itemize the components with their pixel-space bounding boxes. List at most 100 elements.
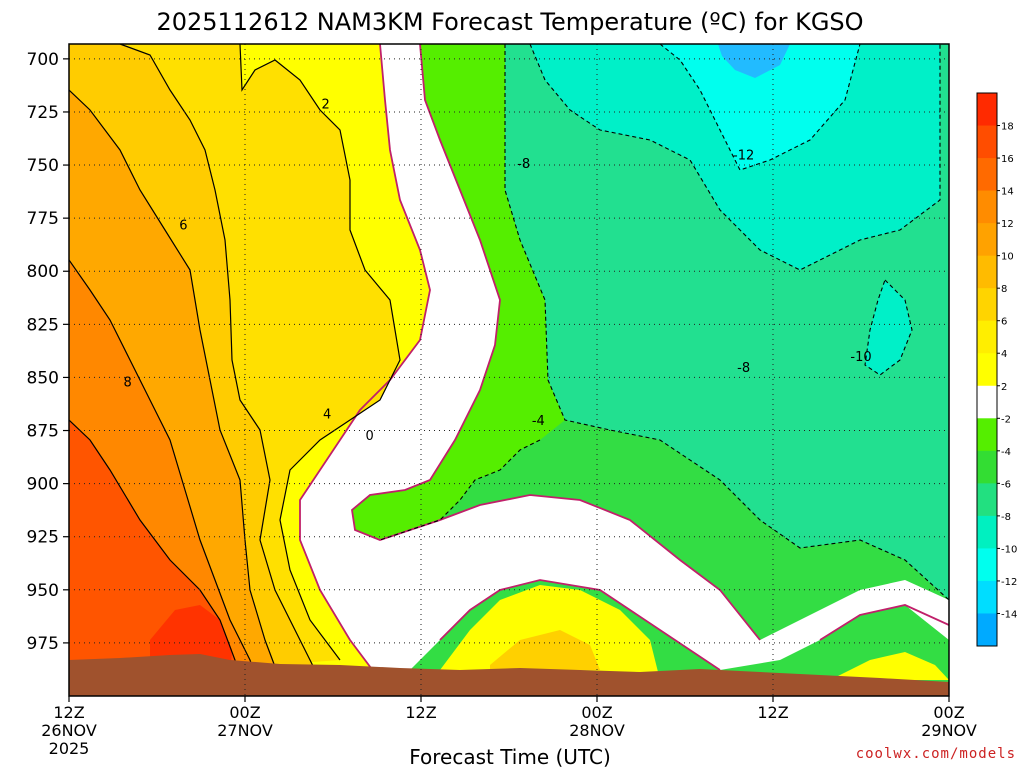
- y-tick-label: 725: [27, 103, 59, 123]
- x-tick-label: 00Z: [933, 703, 964, 722]
- contour-12: [69, 419, 241, 691]
- colorbar-label: 6: [1001, 317, 1007, 328]
- colorbar-label: 10: [1001, 252, 1014, 263]
- y-tick-label: 875: [27, 422, 59, 442]
- x-tick-date: 29NOV: [921, 721, 977, 740]
- contour-label: -8: [517, 157, 530, 172]
- colorbar-swatch: [977, 93, 997, 127]
- freezing-line-3: [439, 579, 721, 671]
- contour-labels: 2 6 8 4 0 -8 -4 -12 -8 -10: [124, 97, 872, 443]
- y-axis: 700 725 750 775 800 825 850 875 900 925 950 975: [27, 50, 69, 654]
- zone-warm-0-lobe2: [830, 652, 949, 680]
- colorbar-label: 14: [1001, 187, 1014, 198]
- x-tick-year: 2025: [49, 739, 90, 758]
- x-tick-label: 00Z: [581, 703, 612, 722]
- colorbar-label: -14: [1001, 609, 1017, 620]
- freezing-line: [299, 44, 431, 681]
- zone-neutral: [300, 44, 949, 680]
- contour-label: 6: [179, 219, 187, 234]
- zone-warm-2-lobe: [490, 630, 600, 670]
- contour-label: -8: [737, 361, 750, 376]
- contour-label: -10: [850, 350, 871, 365]
- x-tick-date: 26NOV: [41, 721, 97, 740]
- colorbar-swatch: [977, 613, 997, 647]
- colorbar-swatch: [977, 190, 997, 224]
- colorbar-swatch: [977, 158, 997, 192]
- credit-text: coolwx.com/models: [856, 746, 1016, 762]
- colorbar-swatch: [977, 255, 997, 289]
- colorbar-swatch: [977, 548, 997, 582]
- colorbar-swatch: [977, 418, 997, 452]
- y-tick-label: 775: [27, 209, 59, 229]
- x-tick-label: 12Z: [53, 703, 84, 722]
- contour-neg10-lobe: [864, 278, 913, 376]
- colorbar-frame: [976, 92, 998, 647]
- y-tick-label: 900: [27, 475, 59, 495]
- zone-cold-10-lobe: [865, 280, 912, 375]
- freezing-line-4: [819, 604, 949, 641]
- colorbar-label: 4: [1001, 349, 1007, 360]
- colorbar-label: -2: [1001, 414, 1011, 425]
- colorbar-swatch: [977, 450, 997, 484]
- y-tick-label: 750: [27, 156, 59, 176]
- zone-cold-2: [352, 44, 565, 540]
- terrain: [69, 654, 949, 696]
- chart-title: 2025112612 NAM3KM Forecast Temperature (…: [156, 8, 863, 36]
- colorbar-label: -8: [1001, 512, 1011, 523]
- contour-label: 0: [366, 429, 374, 444]
- contour-4: [119, 44, 321, 681]
- contour-neg12: [659, 44, 861, 171]
- contour-2: [239, 44, 401, 661]
- y-tick-label: 700: [27, 50, 59, 70]
- freezing-line-2: [351, 44, 761, 641]
- contour-label: 4: [323, 408, 331, 423]
- colorbar-label: -10: [1001, 544, 1017, 555]
- y-tick-label: 950: [27, 581, 59, 601]
- x-tick-date: 27NOV: [217, 721, 273, 740]
- colorbar-swatch: [977, 515, 997, 549]
- contour-neg6: [379, 439, 541, 541]
- contour-label: 2: [322, 97, 330, 112]
- colorbar-swatch: [977, 353, 997, 387]
- plot-area: 2 6 8 4 0 -8 -4 -12 -8 -10: [68, 43, 950, 697]
- x-tick-label: 12Z: [757, 703, 788, 722]
- colorbar-label: 18: [1001, 122, 1014, 133]
- y-tick-label: 825: [27, 315, 59, 335]
- y-tick-label: 975: [27, 634, 59, 654]
- colorbar-swatch: [977, 320, 997, 354]
- contour-label: -4: [532, 414, 545, 429]
- contour-6: [69, 89, 281, 681]
- x-tick-label: 12Z: [405, 703, 436, 722]
- y-tick-label: 800: [27, 262, 59, 282]
- colorbar-label: -6: [1001, 479, 1011, 490]
- colorbar-swatch: [977, 385, 997, 419]
- zone-cold-12: [660, 44, 860, 170]
- zone-cold-14: [718, 44, 790, 78]
- colorbar-label: -12: [1001, 577, 1017, 588]
- colorbar-label: 2: [1001, 382, 1007, 393]
- colorbar-label: 8: [1001, 284, 1007, 295]
- x-tick-label: 00Z: [229, 703, 260, 722]
- contour-label: -12: [733, 148, 754, 163]
- colorbar-swatch: [977, 125, 997, 159]
- colorbar-label: -4: [1001, 447, 1011, 458]
- colorbar-swatch: [977, 483, 997, 517]
- colorbar-label: 16: [1001, 154, 1014, 165]
- colorbar-swatch: [977, 223, 997, 257]
- colorbar-label: 12: [1001, 219, 1014, 230]
- colorbar-swatch: [977, 288, 997, 322]
- colorbar: 18 16 14 12 10 8 6 4 2 -2 -4 -6 -8 -10 -12 -14: [976, 92, 1017, 647]
- x-tick-date: 28NOV: [569, 721, 625, 740]
- contour-neg4: [504, 44, 949, 601]
- grid: [69, 44, 949, 696]
- y-tick-label: 925: [27, 528, 59, 548]
- contour-label: 8: [124, 376, 132, 391]
- contour-neg8: [529, 44, 941, 271]
- y-tick-label: 850: [27, 368, 59, 388]
- x-axis-label: Forecast Time (UTC): [409, 745, 611, 768]
- colorbar-swatch: [977, 580, 997, 614]
- contour-8: [69, 259, 261, 691]
- plot-frame: [68, 43, 950, 697]
